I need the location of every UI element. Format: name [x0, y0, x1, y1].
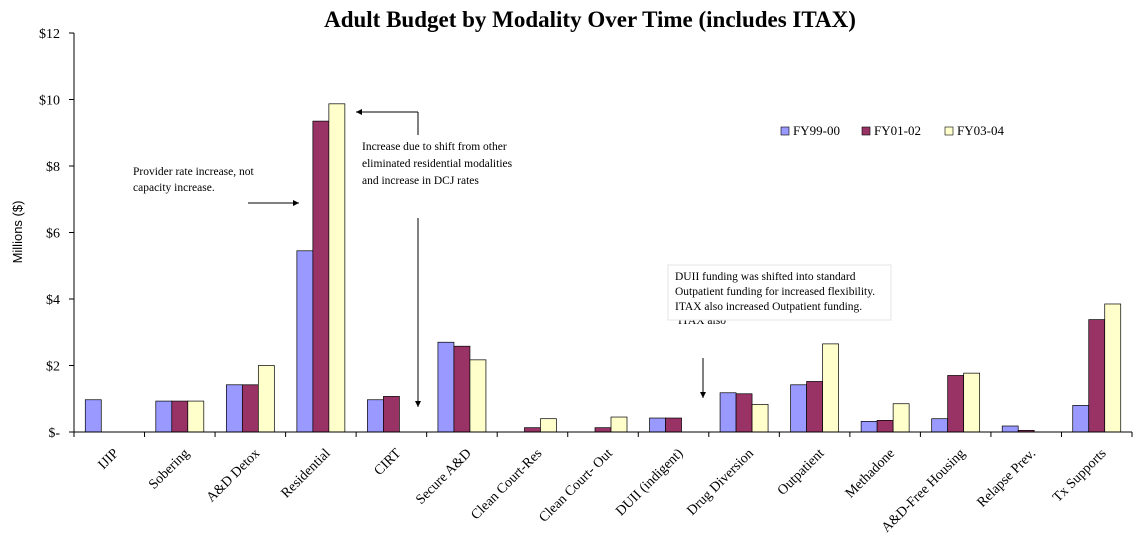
chart-title: Adult Budget by Modality Over Time (incl… — [324, 7, 856, 32]
bar — [469, 359, 487, 433]
x-tick-label: DUII (indigent) — [613, 446, 686, 519]
legend-label: FY01-02 — [874, 123, 921, 138]
x-tick-label: Clean Court-Res — [468, 446, 545, 523]
legend: FY99-00 FY01-02 FY03-04 — [780, 123, 1004, 138]
legend-label: FY99-00 — [793, 123, 840, 138]
bar — [751, 404, 769, 433]
bar — [524, 427, 541, 433]
bar — [453, 345, 471, 433]
bar — [84, 399, 102, 433]
annotation-provider-rate-line: Provider rate increase, not — [133, 166, 255, 178]
x-tick-label: Drug Diversion — [684, 446, 756, 518]
bars — [84, 103, 1122, 433]
bar — [610, 416, 628, 433]
bar — [665, 417, 682, 433]
y-tick-label: $10 — [39, 94, 60, 109]
annotation-box — [353, 135, 546, 215]
bar — [876, 420, 894, 433]
bar — [735, 393, 753, 433]
x-tick-label: Methadone — [843, 446, 898, 501]
y-tick-label: $- — [48, 426, 60, 441]
annotation-duii-line: ITAX also increased Outpatient funding. — [675, 301, 862, 313]
bar — [963, 372, 981, 433]
bar — [1088, 319, 1106, 433]
bar — [155, 400, 173, 433]
annotation-provider-rate-line: capacity increase. — [133, 182, 215, 194]
x-tick-label: CIRT — [372, 446, 405, 479]
bar — [225, 384, 243, 433]
bar — [437, 341, 455, 433]
bar — [367, 399, 384, 433]
bar — [806, 381, 823, 433]
bar — [1001, 425, 1019, 433]
y-tick-label: $12 — [39, 27, 60, 42]
y-axis-label: Millions ($) — [10, 201, 25, 264]
y-tick-label: $6 — [46, 227, 60, 242]
bar — [822, 343, 839, 433]
bar — [947, 375, 965, 433]
bar — [328, 103, 346, 433]
bar — [719, 392, 737, 433]
annotations: Provider rate increase, not capacity incr… — [133, 109, 892, 407]
legend-swatch — [861, 126, 871, 136]
bar — [257, 365, 275, 433]
annotation-box — [667, 264, 892, 321]
bar — [790, 384, 807, 433]
annotation-residential-line: eliminated residential modalities — [362, 158, 513, 170]
x-tick-label: Residential — [279, 446, 334, 501]
bar — [594, 427, 612, 433]
bar — [241, 384, 259, 433]
x-tick-label: IJIP — [96, 446, 123, 473]
bar — [383, 396, 400, 433]
x-tick-labels: IJIP Sobering A&D Detox Residential CIRT Secu… — [96, 446, 1110, 536]
bar — [892, 403, 910, 433]
x-tick-label: Tx Supports — [1050, 446, 1109, 505]
bar — [171, 400, 189, 433]
y-tick-label: $2 — [46, 360, 60, 375]
x-tick-label: Sobering — [146, 446, 192, 492]
y-ticks: $- $2 $4 $6 $8 $10 $12 — [39, 27, 60, 441]
bar — [540, 418, 557, 433]
x-tick-label: Secure A&D — [413, 446, 474, 507]
x-tick-label: Clean Court- Out — [536, 446, 615, 525]
bar — [860, 421, 878, 433]
bar — [187, 400, 205, 433]
annotation-duii-line: Outpatient funding for increased flexibi… — [675, 286, 875, 298]
bar — [312, 120, 330, 433]
legend-label: FY03-04 — [957, 123, 1004, 138]
annotation-residential-line: and increase in DCJ rates — [362, 175, 479, 187]
bar — [1104, 303, 1122, 433]
x-tick-label: A&D Detox — [204, 446, 263, 505]
bar — [931, 418, 949, 433]
bar — [649, 417, 666, 433]
x-tick-label: Outpatient — [775, 446, 827, 498]
bar — [1072, 405, 1090, 433]
bar — [296, 250, 314, 433]
y-tick-label: $8 — [46, 160, 60, 175]
legend-swatch — [944, 126, 954, 136]
legend-swatch — [780, 126, 790, 136]
annotation-duii-line: DUII funding was shifted into standard — [675, 271, 856, 283]
x-tick-label: Relapse Prev. — [975, 446, 1039, 510]
axes — [69, 32, 1133, 437]
y-tick-label: $4 — [46, 293, 60, 308]
annotation-residential-line: Increase due to shift from other — [362, 141, 507, 153]
